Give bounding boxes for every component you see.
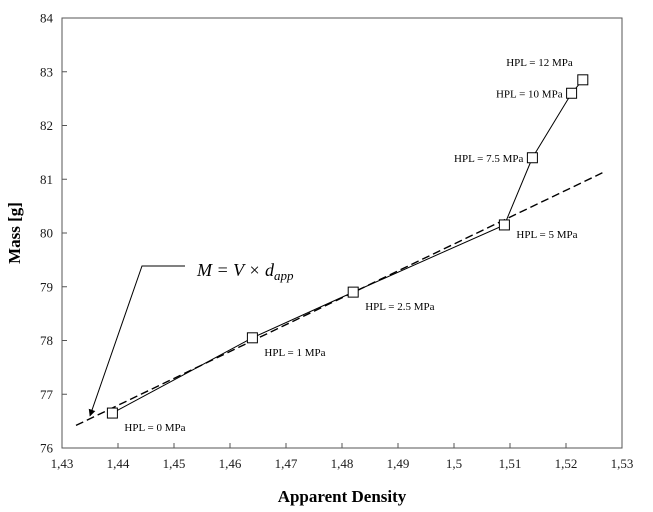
x-tick-label: 1,44 xyxy=(107,456,130,471)
fit-line-layer xyxy=(75,172,603,427)
y-tick-label: 79 xyxy=(40,279,53,294)
x-tick-label: 1,45 xyxy=(163,456,186,471)
point-label: HPL = 12 MPa xyxy=(506,57,573,69)
fit-line xyxy=(75,172,603,427)
x-tick-label: 1,47 xyxy=(275,456,298,471)
y-axis-ticks: 76 77 78 79 80 81 82 83 84 xyxy=(40,11,67,456)
equation-main: M xyxy=(196,260,213,280)
y-tick-label: 84 xyxy=(40,11,54,26)
equation-symbol: d xyxy=(265,260,275,280)
y-tick-label: 81 xyxy=(40,172,53,187)
equation-mid: = V × xyxy=(212,260,265,280)
equation-annotation: M = V × dapp xyxy=(88,260,294,417)
y-tick-label: 78 xyxy=(40,333,53,348)
y-tick-label: 77 xyxy=(40,387,54,402)
y-tick-label: 83 xyxy=(40,64,53,79)
y-tick-label: 82 xyxy=(40,118,53,133)
x-tick-label: 1,48 xyxy=(331,456,354,471)
point-label: HPL = 5 MPa xyxy=(516,229,577,241)
x-axis-title: Apparent Density xyxy=(278,487,407,506)
point-label: HPL = 7.5 MPa xyxy=(454,153,523,165)
point-label: HPL = 0 MPa xyxy=(124,422,185,434)
data-point xyxy=(106,407,118,419)
y-tick-label: 80 xyxy=(40,226,53,241)
point-label: HPL = 1 MPa xyxy=(264,347,325,359)
plot-area xyxy=(61,17,623,449)
point-label-layer: HPL = 0 MPa HPL = 1 MPa HPL = 2.5 MPa HPL =… xyxy=(124,57,577,434)
data-point xyxy=(526,152,538,164)
annotation-arrow xyxy=(88,265,185,417)
x-tick-label: 1,5 xyxy=(446,456,462,471)
x-tick-label: 1,46 xyxy=(219,456,242,471)
y-axis-title: Mass [g] xyxy=(5,202,24,264)
x-tick-label: 1,49 xyxy=(387,456,410,471)
x-tick-label: 1,52 xyxy=(555,456,578,471)
point-label: HPL = 2.5 MPa xyxy=(365,301,434,313)
data-point xyxy=(498,219,510,231)
point-label: HPL = 10 MPa xyxy=(496,88,563,100)
y-tick-label: 76 xyxy=(40,441,54,456)
data-point xyxy=(566,87,578,99)
data-point xyxy=(577,74,589,86)
x-tick-label: 1,51 xyxy=(499,456,522,471)
x-tick-label: 1,43 xyxy=(51,456,74,471)
x-tick-label: 1,53 xyxy=(611,456,634,471)
data-point xyxy=(246,332,258,344)
x-axis-ticks: 1,43 1,44 1,45 1,46 1,47 1,48 1,49 1,5 1,51 1,52 1… xyxy=(51,443,634,471)
data-point xyxy=(347,286,359,298)
equation-subscript: app xyxy=(274,268,294,283)
marker-layer xyxy=(106,74,589,419)
svg-text:M = V × dapp: M = V × dapp xyxy=(196,260,294,283)
